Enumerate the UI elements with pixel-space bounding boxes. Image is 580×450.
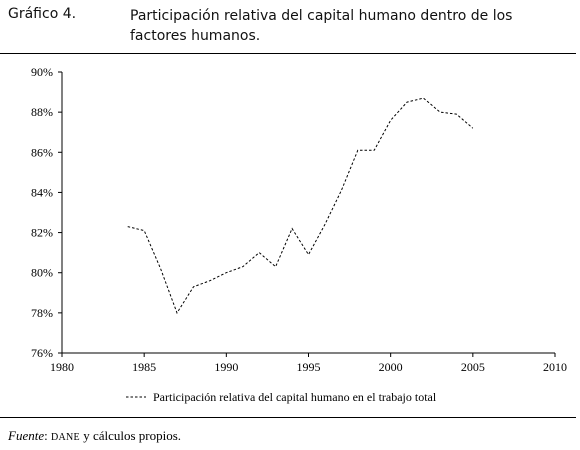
y-axis-ticks: 76% 78% 80% 82% 84% 86% 88% 90%: [31, 65, 62, 360]
y-tick-label: 76%: [31, 346, 53, 360]
y-tick-label: 84%: [31, 185, 53, 199]
x-tick-label: 1990: [214, 360, 238, 374]
y-tick-label: 82%: [31, 226, 53, 240]
y-tick-label: 80%: [31, 266, 53, 280]
y-tick-label: 88%: [31, 105, 53, 119]
source-note: Fuente: DANE y cálculos propios.: [8, 428, 181, 444]
top-rule: [0, 53, 576, 54]
x-tick-label: 2005: [461, 360, 485, 374]
x-tick-label: 1995: [297, 360, 321, 374]
chart-series: [127, 97, 474, 315]
chart-axes: [61, 72, 555, 354]
y-tick-label: 90%: [31, 65, 53, 79]
x-tick-label: 2010: [543, 360, 567, 374]
x-tick-label: 1980: [50, 360, 74, 374]
x-tick-label: 1985: [132, 360, 156, 374]
x-axis-ticks: 1980 1985 1990 1995 2000 2005 2010: [50, 353, 567, 374]
figure-title: Participación relativa del capital human…: [130, 8, 513, 44]
x-tick-label: 2000: [379, 360, 403, 374]
bottom-rule: [0, 417, 576, 418]
source-label: Fuente: [8, 428, 45, 443]
source-rest: y cálculos propios.: [79, 428, 182, 443]
chart-legend: Participación relativa del capital human…: [126, 390, 437, 404]
figure-number: Gráfico 4.: [8, 6, 77, 22]
legend-label: Participación relativa del capital human…: [153, 390, 437, 404]
source-colon: :: [44, 428, 48, 443]
figure-header: Gráfico 4. Participación relativa del ca…: [0, 0, 580, 52]
y-tick-label: 86%: [31, 145, 53, 159]
source-org: DANE: [50, 432, 80, 443]
y-tick-label: 78%: [31, 306, 53, 320]
series-line: [127, 97, 474, 315]
